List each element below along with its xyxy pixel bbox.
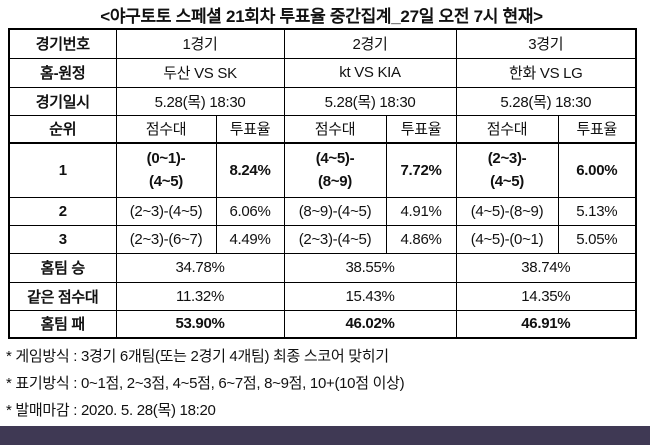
row-header-home-win: 홈팀 승 — [8, 252, 117, 283]
cell-game3-rank1-rate: 6.00% — [557, 142, 637, 198]
bottom-bar — [0, 426, 650, 445]
table-row-home-win: 홈팀 승 34.78% 38.55% 38.74% — [8, 252, 637, 283]
cell-game3-same-score: 14.35% — [455, 281, 637, 311]
row-header-rank1: 1 — [8, 142, 117, 198]
cell-game1-rank2-rate: 6.06% — [215, 196, 285, 226]
cell-game1-matchup: 두산 VS SK — [115, 57, 285, 88]
cell-game3-home-win: 38.74% — [455, 252, 637, 283]
cell-game1-home-win: 34.78% — [115, 252, 285, 283]
cell-game3-matchup: 한화 VS LG — [455, 57, 637, 88]
row-header-game-no: 경기번호 — [8, 28, 117, 59]
cell-game3-rank3-rate: 5.05% — [557, 224, 637, 254]
cell-game2-matchup: kt VS KIA — [283, 57, 457, 88]
table-row-game-no: 경기번호 1경기 2경기 3경기 — [8, 28, 637, 59]
cell-game1-rank1-band: (0~1)- (4~5) — [115, 142, 217, 198]
cell-game1-rank1-band-line2: (4~5) — [149, 173, 183, 191]
cell-game2-rank1-band-line2: (8~9) — [318, 173, 352, 191]
cell-game2-home-lose: 46.02% — [283, 309, 457, 339]
row-header-rank: 순위 — [8, 114, 117, 144]
cell-game3-rank1-band: (2~3)- (4~5) — [455, 142, 559, 198]
table-row-datetime: 경기일시 5.28(목) 18:30 5.28(목) 18:30 5.28(목)… — [8, 86, 637, 116]
cell-game3-rank1-band-line2: (4~5) — [490, 173, 524, 191]
row-header-home-lose: 홈팀 패 — [8, 309, 117, 339]
cell-game1-rank1-band-line1: (0~1)- — [146, 150, 186, 168]
row-header-home-away: 홈-원정 — [8, 57, 117, 88]
col-header-game3-score-band: 점수대 — [455, 114, 559, 144]
cell-game2-rank2-band: (8~9)-(4~5) — [283, 196, 387, 226]
footnotes: * 게임방식 : 3경기 6개팀(또는 2경기 4개팀) 최종 스코어 맞히기 … — [6, 343, 646, 424]
cell-game2-home-win: 38.55% — [283, 252, 457, 283]
vote-rate-table: 경기번호 1경기 2경기 3경기 홈-원정 두산 VS SK kt VS KIA… — [8, 28, 638, 339]
cell-game2-label: 2경기 — [283, 28, 457, 59]
col-header-game1-score-band: 점수대 — [115, 114, 217, 144]
page-title: <야구토토 스페셜 21회차 투표율 중간집계_27일 오전 7시 현재> — [100, 7, 543, 26]
cell-game1-rank3-rate: 4.49% — [215, 224, 285, 254]
cell-game1-rank2-band: (2~3)-(4~5) — [115, 196, 217, 226]
cell-game1-rank3-band: (2~3)-(6~7) — [115, 224, 217, 254]
cell-game3-home-lose: 46.91% — [455, 309, 637, 339]
col-header-game1-vote-rate: 투표율 — [215, 114, 285, 144]
table-row-rank2: 2 (2~3)-(4~5) 6.06% (8~9)-(4~5) 4.91% (4… — [8, 196, 637, 226]
cell-game1-same-score: 11.32% — [115, 281, 285, 311]
footnote-notation: * 표기방식 : 0~1점, 2~3점, 4~5점, 6~7점, 8~9점, 1… — [6, 375, 405, 392]
cell-game3-rank2-rate: 5.13% — [557, 196, 637, 226]
cell-game3-rank3-band: (4~5)-(0~1) — [455, 224, 559, 254]
cell-game2-rank2-rate: 4.91% — [385, 196, 457, 226]
cell-game2-datetime: 5.28(목) 18:30 — [283, 86, 457, 116]
row-header-datetime: 경기일시 — [8, 86, 117, 116]
cell-game2-same-score: 15.43% — [283, 281, 457, 311]
table-row-rank1: 1 (0~1)- (4~5) 8.24% (4~5)- (8~9) 7.72% … — [8, 142, 637, 198]
cell-game1-rank1-rate: 8.24% — [215, 142, 285, 198]
cell-game2-rank1-band-line1: (4~5)- — [315, 150, 355, 168]
table-row-rank-header: 순위 점수대 투표율 점수대 투표율 점수대 투표율 — [8, 114, 637, 144]
cell-game1-label: 1경기 — [115, 28, 285, 59]
col-header-game2-score-band: 점수대 — [283, 114, 387, 144]
cell-game2-rank3-band: (2~3)-(4~5) — [283, 224, 387, 254]
row-header-rank3: 3 — [8, 224, 117, 254]
table-row-rank3: 3 (2~3)-(6~7) 4.49% (2~3)-(4~5) 4.86% (4… — [8, 224, 637, 254]
table-row-same-score: 같은 점수대 11.32% 15.43% 14.35% — [8, 281, 637, 311]
col-header-game3-vote-rate: 투표율 — [557, 114, 637, 144]
table-row-home-lose: 홈팀 패 53.90% 46.02% 46.91% — [8, 309, 637, 339]
cell-game2-rank1-rate: 7.72% — [385, 142, 457, 198]
cell-game2-rank1-band: (4~5)- (8~9) — [283, 142, 387, 198]
row-header-same-score: 같은 점수대 — [8, 281, 117, 311]
cell-game2-rank3-rate: 4.86% — [385, 224, 457, 254]
footnote-game-method: * 게임방식 : 3경기 6개팀(또는 2경기 4개팀) 최종 스코어 맞히기 — [6, 348, 389, 365]
col-header-game2-vote-rate: 투표율 — [385, 114, 457, 144]
cell-game1-datetime: 5.28(목) 18:30 — [115, 86, 285, 116]
cell-game3-rank2-band: (4~5)-(8~9) — [455, 196, 559, 226]
cell-game1-home-lose: 53.90% — [115, 309, 285, 339]
cell-game3-rank1-band-line1: (2~3)- — [487, 150, 527, 168]
cell-game3-datetime: 5.28(목) 18:30 — [455, 86, 637, 116]
row-header-rank2: 2 — [8, 196, 117, 226]
footnote-sale-deadline: * 발매마감 : 2020. 5. 28(목) 18:20 — [6, 402, 216, 419]
table-row-home-away: 홈-원정 두산 VS SK kt VS KIA 한화 VS LG — [8, 57, 637, 88]
cell-game3-label: 3경기 — [455, 28, 637, 59]
